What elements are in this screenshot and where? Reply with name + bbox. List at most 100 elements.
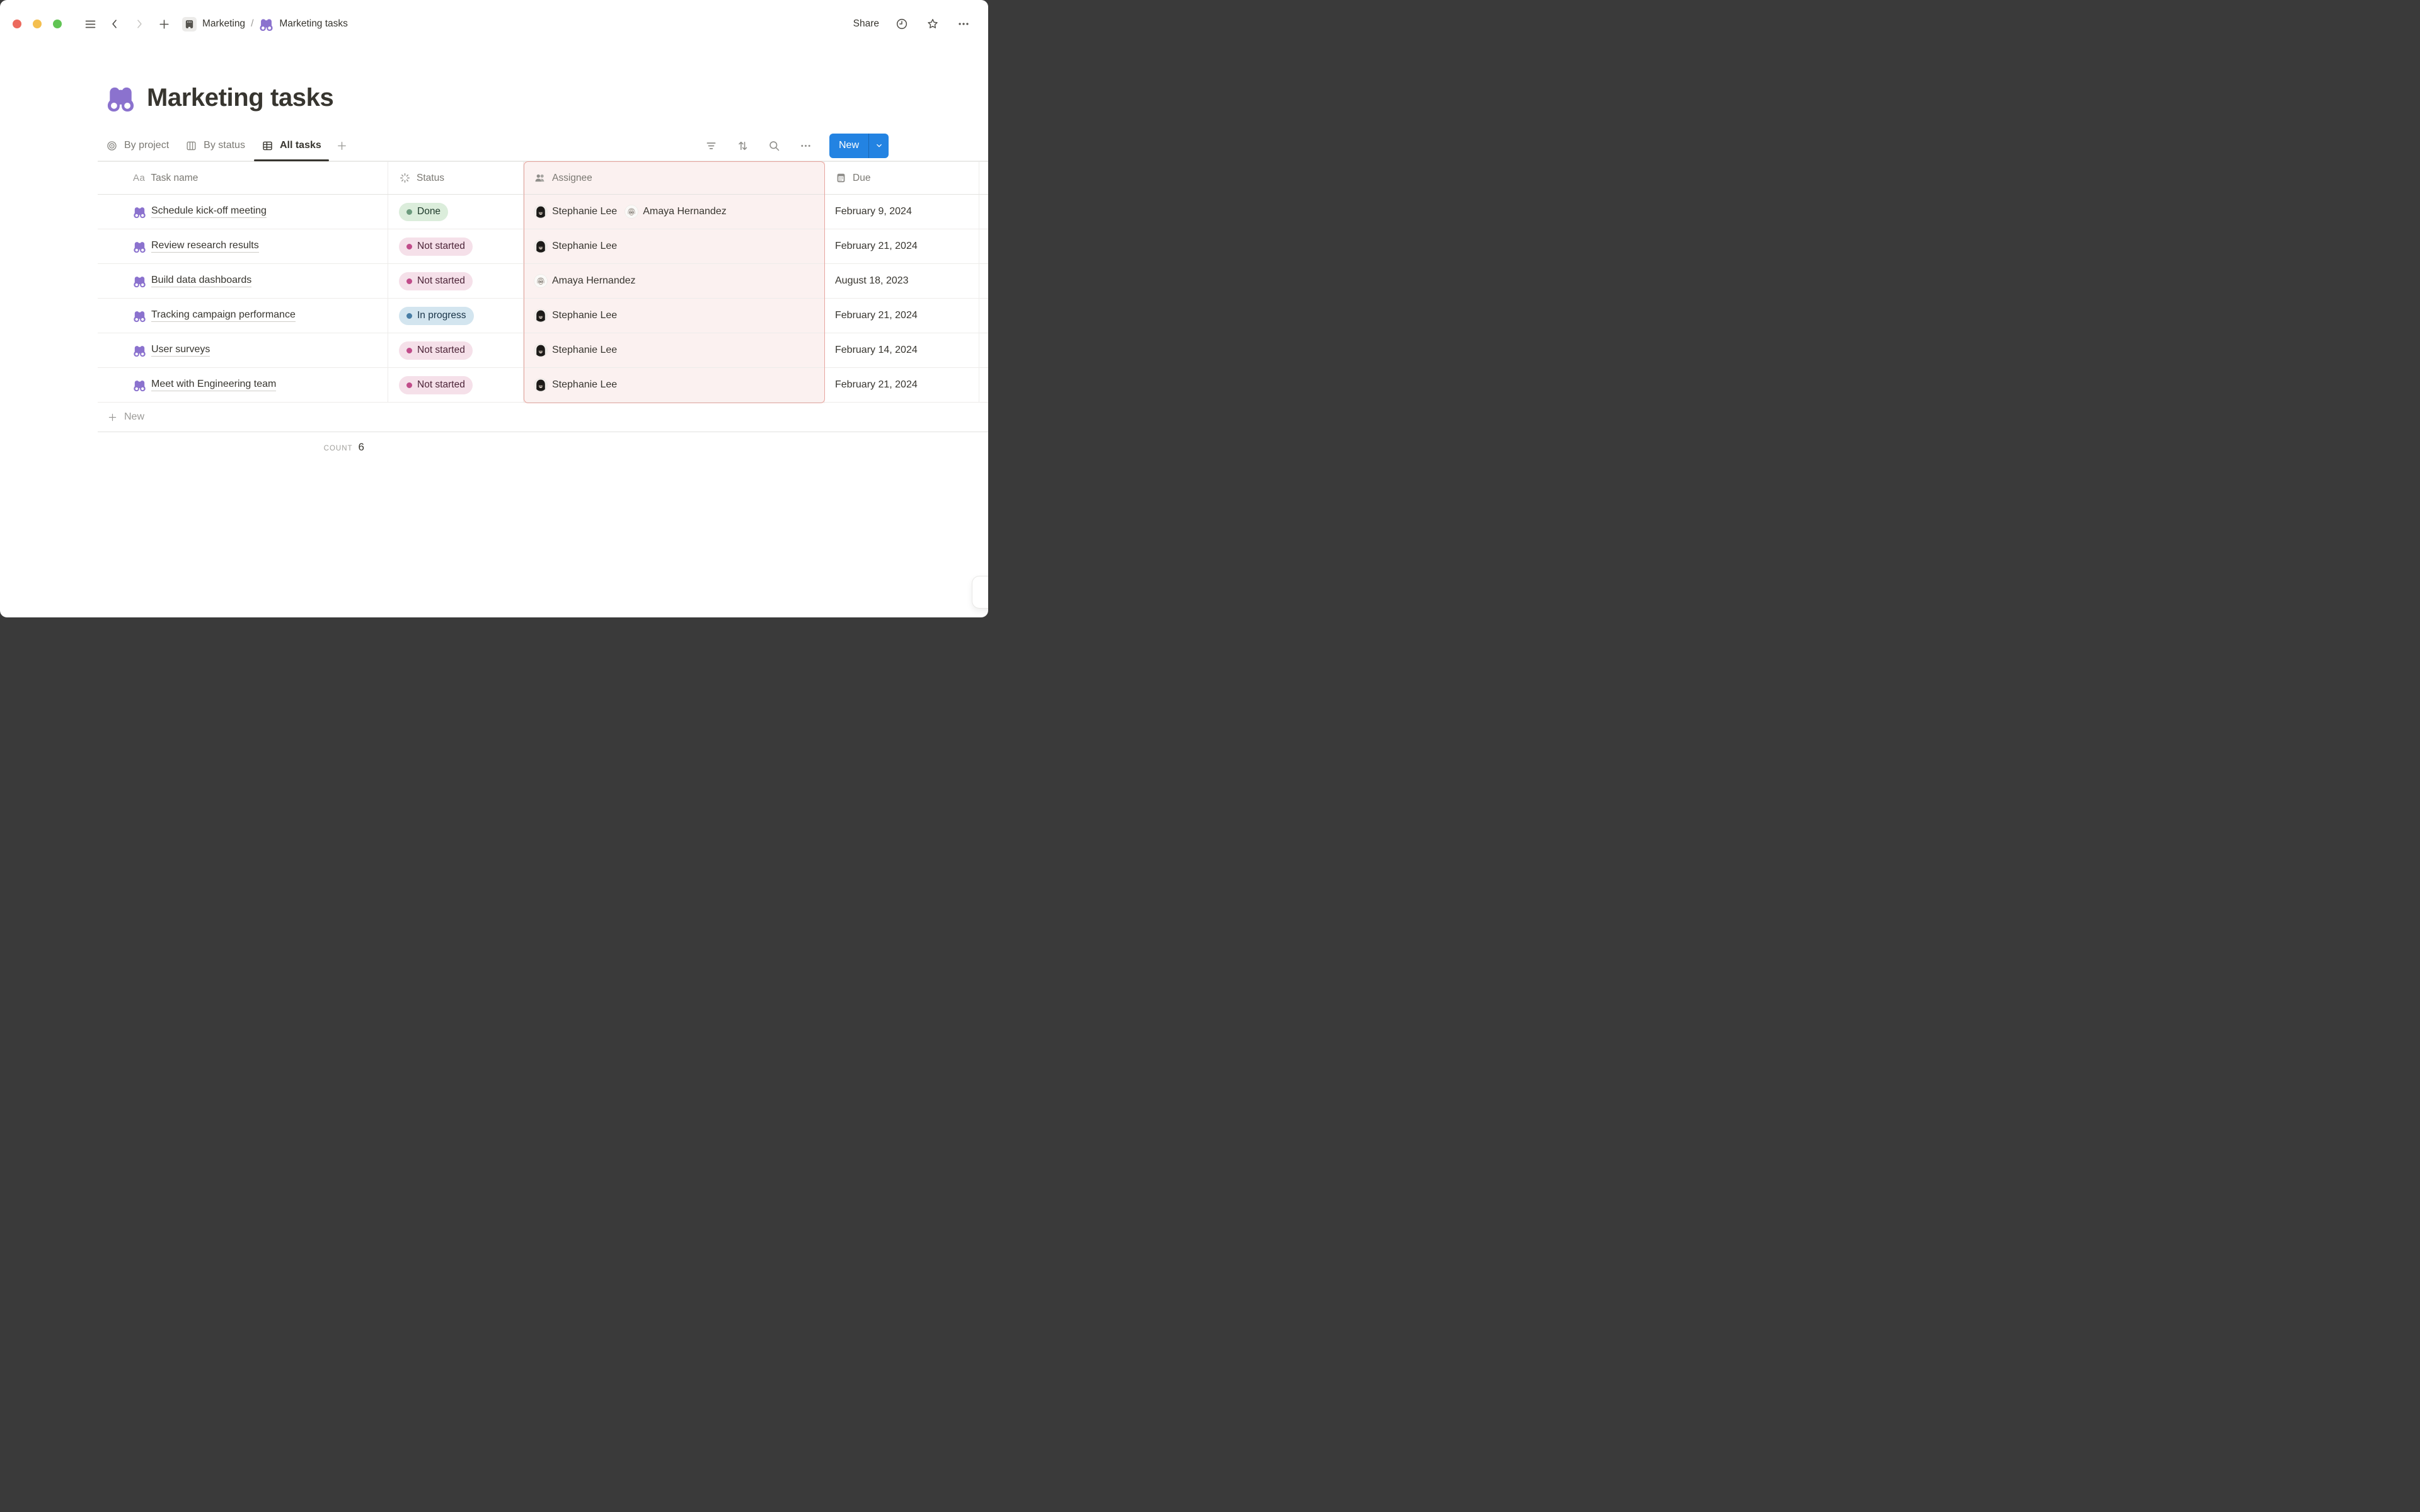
new-button-label[interactable]: New <box>838 140 859 151</box>
column-header-due[interactable]: Due <box>825 162 979 194</box>
task-cell[interactable]: Schedule kick-off meeting <box>98 195 388 229</box>
back-button[interactable] <box>107 16 123 32</box>
breadcrumb-item-marketing[interactable]: Marketing <box>182 16 246 32</box>
status-cell[interactable]: Not started <box>388 264 524 298</box>
column-label: Due <box>853 172 871 183</box>
tab-label: All tasks <box>279 140 321 151</box>
row-spacer <box>979 264 988 298</box>
star-icon[interactable] <box>925 16 941 32</box>
task-cell[interactable]: Meet with Engineering team <box>98 368 388 402</box>
task-cell[interactable]: Build data dashboards <box>98 264 388 298</box>
due-cell[interactable]: February 21, 2024 <box>825 299 979 333</box>
floating-help-button[interactable] <box>972 576 988 609</box>
marketing-page-icon <box>182 16 197 32</box>
due-date: August 18, 2023 <box>835 275 909 286</box>
due-cell[interactable]: August 18, 2023 <box>825 264 979 298</box>
view-options-icon[interactable] <box>798 137 814 154</box>
breadcrumb-item-marketing-tasks[interactable]: Marketing tasks <box>259 17 348 32</box>
task-cell[interactable]: Tracking campaign performance <box>98 299 388 333</box>
share-button[interactable]: Share <box>853 18 879 29</box>
filter-icon[interactable] <box>703 137 720 154</box>
zoom-window-button[interactable] <box>53 20 62 28</box>
new-row-button[interactable]: New <box>98 403 988 432</box>
status-cell[interactable]: In progress <box>388 299 524 333</box>
due-date: February 14, 2024 <box>835 345 918 355</box>
task-name-link[interactable]: Tracking campaign performance <box>151 309 296 322</box>
status-pill[interactable]: Done <box>399 202 449 221</box>
board-columns-icon <box>185 140 197 152</box>
status-cell[interactable]: Done <box>388 195 524 229</box>
assignee-cell[interactable]: Stephanie Lee <box>524 333 825 367</box>
due-cell[interactable]: February 21, 2024 <box>825 229 979 263</box>
task-name-link[interactable]: User surveys <box>151 344 210 357</box>
task-cell[interactable]: User surveys <box>98 333 388 367</box>
status-cell[interactable]: Not started <box>388 368 524 402</box>
breadcrumb: Marketing / Marketing tasks <box>182 16 348 32</box>
binoculars-icon <box>133 344 146 357</box>
binoculars-icon <box>133 275 146 288</box>
assignee-name: Stephanie Lee <box>552 310 618 321</box>
breadcrumb-label: Marketing tasks <box>279 18 348 29</box>
status-pill[interactable]: Not started <box>399 375 473 394</box>
tab-all-tasks[interactable]: All tasks <box>253 130 330 161</box>
status-pill[interactable]: Not started <box>399 341 473 360</box>
task-cell[interactable]: Review research results <box>98 229 388 263</box>
assignee-chip[interactable]: Stephanie Lee <box>534 309 617 323</box>
clock-icon[interactable] <box>894 16 910 32</box>
forward-button[interactable] <box>131 16 147 32</box>
status-cell[interactable]: Not started <box>388 229 524 263</box>
task-name-link[interactable]: Build data dashboards <box>151 275 252 287</box>
close-window-button[interactable] <box>13 20 21 28</box>
status-label: Not started <box>417 241 465 251</box>
task-name-link[interactable]: Meet with Engineering team <box>151 379 277 391</box>
status-label: In progress <box>417 310 466 321</box>
avatar-stephanie-lee <box>534 378 548 392</box>
assignee-name: Stephanie Lee <box>552 379 618 390</box>
assignee-cell[interactable]: Stephanie Lee Amaya Hernandez <box>524 195 825 229</box>
assignee-name: Stephanie Lee <box>552 206 618 217</box>
more-options-icon[interactable] <box>955 16 972 32</box>
new-page-button[interactable] <box>156 16 172 32</box>
assignee-chip[interactable]: Stephanie Lee <box>534 239 617 253</box>
row-spacer <box>979 333 988 367</box>
binoculars-icon <box>133 379 146 392</box>
assignee-chip[interactable]: Amaya Hernandez <box>534 274 636 288</box>
assignee-chip[interactable]: Amaya Hernandez <box>625 205 727 219</box>
breadcrumb-label: Marketing <box>202 18 246 29</box>
column-header-status[interactable]: Status <box>388 162 524 194</box>
due-cell[interactable]: February 9, 2024 <box>825 195 979 229</box>
status-pill[interactable]: In progress <box>399 306 474 325</box>
table-header-row: Aa Task name Status Assignee Due <box>98 161 988 195</box>
status-cell[interactable]: Not started <box>388 333 524 367</box>
search-icon[interactable] <box>766 137 783 154</box>
due-cell[interactable]: February 14, 2024 <box>825 333 979 367</box>
assignee-cell[interactable]: Stephanie Lee <box>524 299 825 333</box>
minimize-window-button[interactable] <box>33 20 42 28</box>
tab-label: By status <box>204 140 245 151</box>
column-header-task-name[interactable]: Aa Task name <box>98 162 388 194</box>
assignee-chip[interactable]: Stephanie Lee <box>534 343 617 357</box>
assignee-chip[interactable]: Stephanie Lee <box>534 205 617 219</box>
sidebar-menu-icon[interactable] <box>82 16 98 32</box>
assignee-cell[interactable]: Stephanie Lee <box>524 229 825 263</box>
assignee-chip[interactable]: Stephanie Lee <box>534 378 617 392</box>
tab-by-project[interactable]: By project <box>98 130 177 161</box>
new-button[interactable]: New <box>829 133 889 158</box>
task-name-link[interactable]: Review research results <box>151 240 259 253</box>
due-cell[interactable]: February 21, 2024 <box>825 368 979 402</box>
status-pill[interactable]: Not started <box>399 272 473 290</box>
assignee-cell[interactable]: Amaya Hernandez <box>524 264 825 298</box>
assignee-name: Stephanie Lee <box>552 241 618 251</box>
sort-icon[interactable] <box>735 137 751 154</box>
count-aggregate[interactable]: COUNT 6 <box>98 441 388 454</box>
page-icon-binoculars[interactable] <box>106 83 135 113</box>
assignee-cell[interactable]: Stephanie Lee <box>524 368 825 402</box>
new-row-label: New <box>124 411 145 422</box>
new-button-dropdown[interactable] <box>868 133 889 158</box>
assignee-name: Amaya Hernandez <box>552 275 636 286</box>
status-pill[interactable]: Not started <box>399 237 473 256</box>
task-name-link[interactable]: Schedule kick-off meeting <box>151 205 267 218</box>
add-view-icon[interactable] <box>330 140 354 152</box>
column-header-assignee[interactable]: Assignee <box>524 162 825 194</box>
tab-by-status[interactable]: By status <box>177 130 253 161</box>
